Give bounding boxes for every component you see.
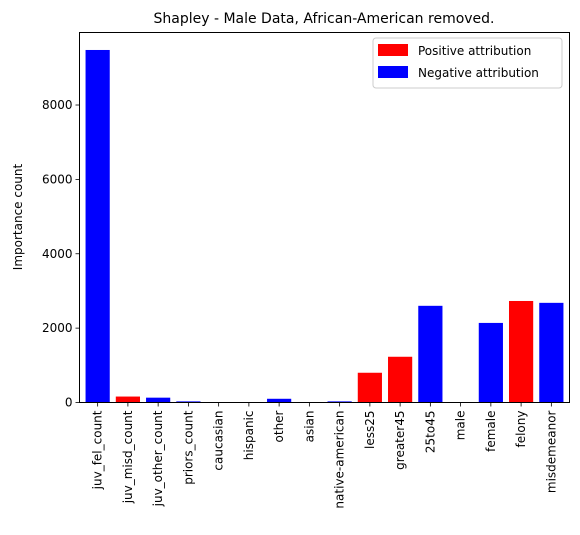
x-tick-label: hispanic [242, 411, 256, 461]
legend-swatch-negative [378, 66, 408, 78]
y-tick-label: 8000 [42, 98, 73, 112]
y-tick-label: 6000 [42, 172, 73, 186]
x-tick-label: female [484, 411, 498, 452]
legend-swatch-positive [378, 44, 408, 56]
y-axis: 0 2000 4000 6000 8000 [42, 98, 80, 410]
x-axis: juv_fel_count juv_misd_count juv_other_cou… [91, 402, 558, 509]
bar-less25 [357, 372, 382, 403]
x-tick-label: juv_misd_count [121, 410, 135, 504]
bar-felony [509, 300, 534, 403]
plot-frame [79, 32, 570, 403]
bars-group [85, 49, 564, 403]
bar-juv_misd_count [115, 396, 140, 403]
y-axis-label: Importance count [11, 163, 25, 270]
y-tick-label: 4000 [42, 247, 73, 261]
x-tick-label: juv_other_count [151, 410, 165, 507]
bar-greater45 [388, 356, 413, 403]
bar-misdemeanor [539, 302, 564, 403]
bar-female [478, 322, 503, 403]
bar-priors_count [176, 401, 201, 403]
x-tick-label: other [272, 410, 286, 442]
x-tick-label: priors_count [181, 410, 195, 485]
y-tick-label: 0 [65, 396, 73, 410]
x-tick-label: greater45 [393, 411, 407, 470]
x-tick-label: misdemeanor [544, 410, 558, 493]
bar-native-american [327, 401, 352, 403]
legend-label-positive: Positive attribution [418, 44, 531, 58]
x-tick-label: juv_fel_count [91, 410, 105, 490]
legend-frame [372, 37, 563, 89]
x-tick-label: less25 [363, 411, 377, 450]
y-tick-label: 2000 [42, 321, 73, 335]
bar-juv_other_count [146, 397, 171, 403]
bar-other [267, 398, 292, 403]
x-tick-label: male [454, 411, 468, 441]
x-tick-label: felony [514, 411, 528, 448]
x-tick-label: 25to45 [423, 411, 437, 454]
bar-juv_fel_count [85, 49, 110, 403]
x-tick-label: native-american [333, 411, 347, 509]
x-tick-label: caucasian [212, 411, 226, 471]
legend: Positive attribution Negative attributio… [372, 37, 563, 89]
x-tick-label: asian [302, 411, 316, 443]
bar-25to45 [418, 305, 443, 403]
chart-title: Shapley - Male Data, African-American re… [153, 11, 494, 27]
legend-label-negative: Negative attribution [418, 66, 539, 80]
